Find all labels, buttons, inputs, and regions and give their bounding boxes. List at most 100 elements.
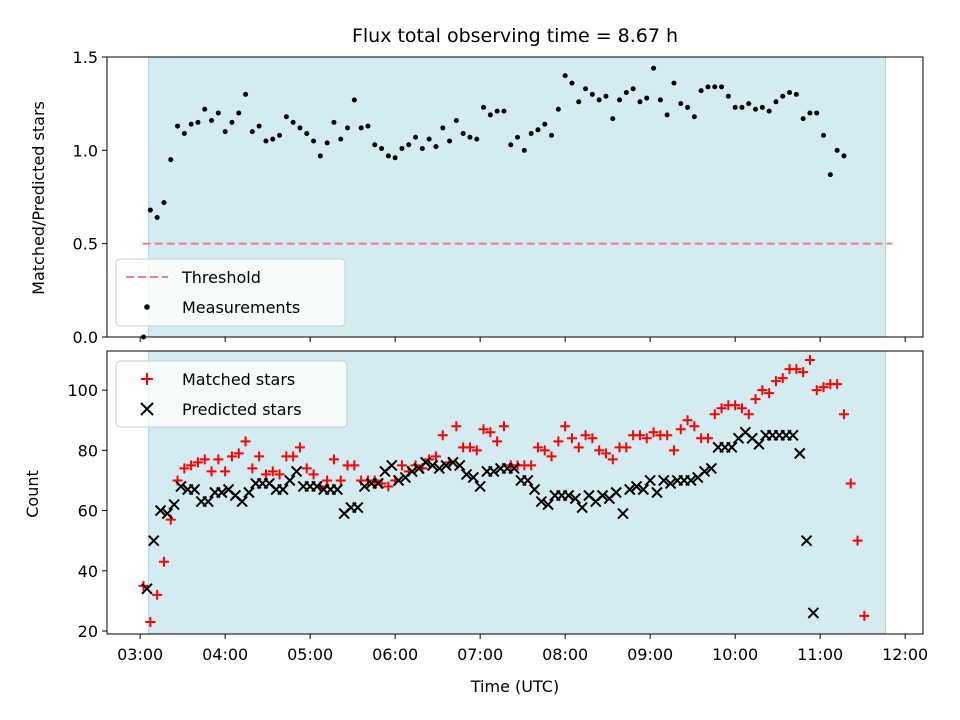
measurement-point [746,101,752,107]
matched-star-point [158,556,169,567]
matched-star-point [648,427,659,438]
predicted-star-point [651,486,663,499]
predicted-star-point [236,495,248,508]
measurement-point [202,106,208,112]
matched-star-point [832,379,843,390]
predicted-star-point [188,483,201,496]
matched-star-point [709,409,720,420]
matched-star-point [322,475,333,486]
matched-star-point [179,463,190,474]
predicted-star-point [610,486,622,499]
x-tick-label: 03:00 [117,645,163,664]
x-tick-label: 10:00 [712,645,758,664]
predicted-star-point [753,438,765,451]
matched-star-point [689,421,700,432]
legend-measurements-label: Measurements [182,298,300,317]
measurement-point [821,132,827,138]
matched-star-point [798,367,809,378]
predicted-star-point [698,465,711,478]
matched-star-point [736,403,747,414]
matched-star-point [845,478,856,489]
measurement-point [800,116,806,122]
measurement-point [460,131,466,137]
predicted-star-point [658,474,670,487]
predicted-star-point [800,534,813,547]
predicted-star-point [726,441,738,454]
legend-predicted-label: Predicted stars [182,400,302,419]
matched-star-point [859,610,870,621]
matched-star-point [587,433,598,444]
predicted-star-point [617,507,629,520]
predicted-star-point [243,486,255,499]
measurement-point [807,110,813,116]
measurement-point [644,95,650,101]
predicted-star-point [284,474,296,487]
measurement-point [365,123,371,129]
measurement-point [725,93,731,99]
measurement-point [188,121,194,127]
measurement-point [413,134,419,140]
matched-star-point [451,421,462,432]
matched-star-point [594,445,605,456]
matched-star-point [464,442,475,453]
measurement-point [406,142,412,148]
predicted-star-point [447,456,459,469]
top-y-tick-label: 1.0 [73,141,98,160]
x-tick-label: 05:00 [287,645,333,664]
predicted-star-point [202,495,214,508]
predicted-star-point [522,474,534,487]
measurement-point [685,104,691,110]
matched-star-point [498,421,509,432]
matched-star-point [764,388,775,399]
measurement-point [236,110,242,116]
predicted-star-point [460,468,473,481]
measurement-point [501,108,507,114]
bottom-y-tick-label: 60 [78,502,98,521]
matched-star-point [437,430,448,441]
measurement-point [433,144,439,150]
predicted-star-point [386,459,398,472]
matched-star-point [621,442,632,453]
matched-star-point [716,403,727,414]
matched-star-point [186,460,197,471]
matched-star-point [430,451,441,462]
matched-star-point [566,433,577,444]
measurement-point [576,99,582,105]
top-y-axis-label: Matched/Predicted stars [29,101,48,295]
measurement-point [351,97,357,103]
measurement-point [195,119,201,125]
matched-star-point [750,394,761,405]
measurement-point [270,136,276,142]
legend-top: Threshold Measurements [115,258,346,327]
measurement-point [814,110,820,116]
matched-star-point [702,433,713,444]
predicted-star-point [161,507,174,520]
predicted-star-point [372,477,384,490]
measurement-point [243,91,249,97]
matched-star-point [532,442,543,453]
matched-star-point [682,415,693,426]
predicted-star-point [685,474,697,487]
matched-star-point [335,475,346,486]
measurement-point [610,116,616,122]
top-y-tick-label: 1.5 [73,48,98,67]
matched-star-point [240,436,251,447]
measurement-point [793,91,799,97]
measurement-point [161,200,167,206]
predicted-star-point [433,462,446,475]
measurement-point [780,93,786,99]
measurement-point [508,142,514,148]
measurement-point [277,132,283,138]
bottom-plot-frame [106,350,924,635]
legend-measurements-swatch [144,304,150,310]
measurement-point [603,93,609,99]
measurement-point [515,134,521,140]
matched-star-point [757,385,768,396]
matched-star-point [247,463,258,474]
top-y-tick-label: 0.0 [73,328,98,347]
predicted-star-point [440,459,452,472]
predicted-star-point [787,429,799,442]
matched-star-point [145,616,156,627]
measurement-point [154,215,160,221]
matched-star-point [328,454,339,465]
